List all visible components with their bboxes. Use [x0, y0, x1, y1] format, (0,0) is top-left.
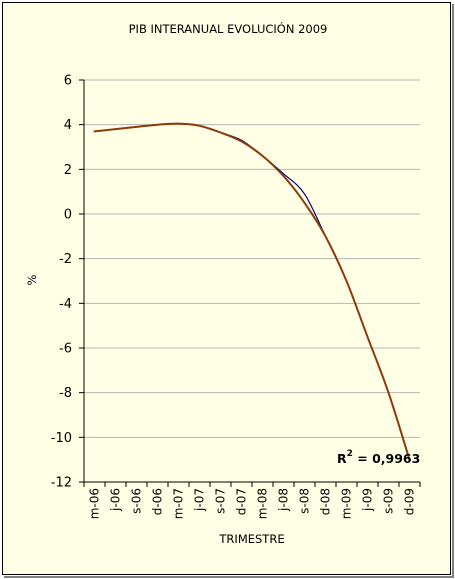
x-tick-label: j-06: [109, 488, 123, 512]
y-tick-label: 0: [64, 208, 72, 223]
chart-frame: [2, 2, 451, 575]
x-axis-title: TRIMESTRE: [218, 532, 284, 546]
x-tick-label: s-09: [382, 488, 396, 514]
x-tick-label: d-07: [235, 488, 249, 515]
x-tick-label: d-08: [319, 488, 333, 515]
y-tick-label: -6: [59, 342, 72, 357]
x-tick-label: s-06: [130, 488, 144, 514]
y-tick-labels: 6 4 2 0 -2 -4 -6 -8 -10 -12: [51, 74, 72, 491]
y-axis-title: %: [25, 274, 39, 285]
y-tick-label: -10: [51, 431, 72, 446]
y-tick-label: 2: [64, 163, 72, 178]
r-squared-value: = 0,9963: [353, 451, 420, 466]
x-tick-label: s-08: [298, 488, 312, 514]
observed-series-line: [93, 122, 411, 461]
y-tick-label: -2: [59, 252, 72, 267]
x-tick-label: d-09: [403, 488, 417, 515]
r-squared-annotation: R2 = 0,9963: [337, 449, 420, 466]
x-tick-label: j-07: [193, 488, 207, 512]
x-tick-label: d-06: [151, 488, 165, 515]
x-tick-label: m-08: [256, 488, 270, 519]
x-tick-labels: m-06 j-06 s-06 d-06 m-07 j-07 s-07 d-07 m-08 j-08…: [88, 488, 417, 519]
r-squared-prefix: R: [337, 451, 347, 466]
trendline-curve: [93, 122, 411, 461]
y-tick-label: 6: [64, 74, 72, 89]
frame-shadow-bottom: [4, 576, 454, 578]
axes: [79, 79, 421, 487]
x-tick-label: m-09: [340, 488, 354, 519]
chart-title: PIB INTERANUAL EVOLUCIÓN 2009: [129, 21, 328, 36]
y-tick-label: -4: [59, 297, 72, 312]
y-tick-label: -8: [59, 386, 72, 401]
r-squared-superscript: 2: [347, 449, 353, 459]
x-tick-label: m-07: [172, 488, 186, 519]
x-tick-label: j-08: [277, 488, 291, 512]
y-tick-label: -12: [51, 476, 72, 491]
frame-shadow-right: [452, 4, 454, 577]
gridlines: [84, 79, 420, 438]
x-tick-label: m-06: [88, 488, 102, 519]
y-tick-label: 4: [64, 118, 72, 133]
series-lines: [93, 122, 411, 461]
x-tick-label: j-09: [361, 488, 375, 512]
x-tick-label: s-07: [214, 488, 228, 514]
